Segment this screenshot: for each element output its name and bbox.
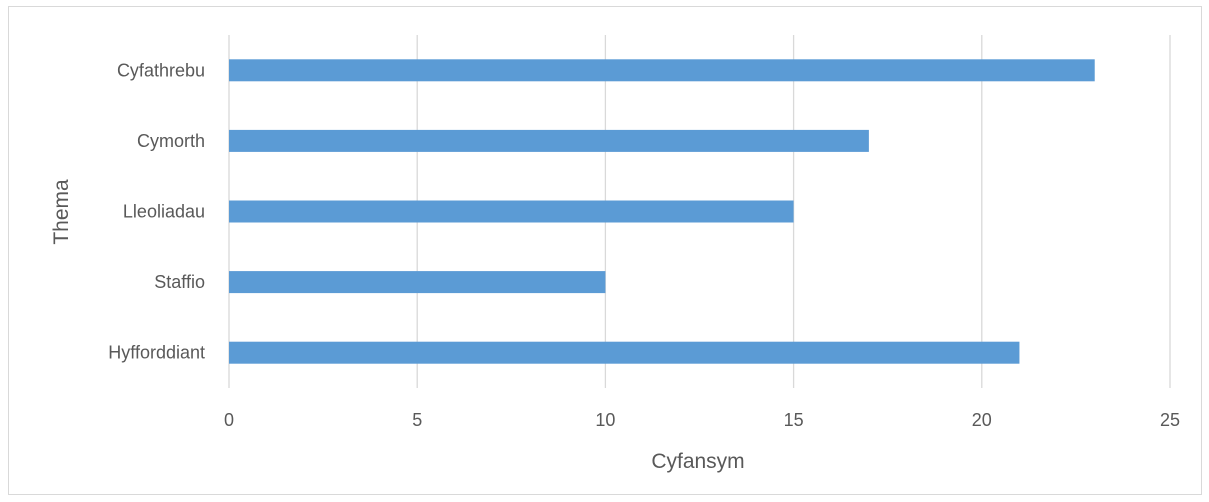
bar-cymorth — [229, 129, 869, 152]
y-axis-title: Thema — [50, 179, 73, 245]
x-tick-label: 20 — [972, 410, 992, 430]
bar-staffio — [229, 271, 606, 294]
category-label: Lleoliadau — [123, 202, 205, 222]
bar-lleoliadau — [229, 200, 794, 223]
x-tick-label: 25 — [1160, 410, 1180, 430]
category-label: Staffio — [154, 272, 205, 292]
bar-hyfforddiant — [229, 341, 1020, 364]
bars — [229, 59, 1095, 364]
gridlines — [228, 35, 1171, 388]
bar-cyfathrebu — [229, 59, 1095, 82]
category-label: Cyfathrebu — [117, 60, 205, 80]
category-label: Hyfforddiant — [108, 343, 205, 363]
category-label: Cymorth — [137, 131, 205, 151]
x-tick-label: 10 — [595, 410, 615, 430]
x-axis-title: Cyfansym — [651, 450, 744, 473]
x-tick-label: 5 — [412, 410, 422, 430]
category-labels: Cyfathrebu Cymorth Lleoliadau Staffio Hyffor… — [108, 60, 205, 362]
x-tick-label: 15 — [784, 410, 804, 430]
x-tick-labels: 0 5 10 15 20 25 — [224, 410, 1180, 430]
x-tick-label: 0 — [224, 410, 234, 430]
